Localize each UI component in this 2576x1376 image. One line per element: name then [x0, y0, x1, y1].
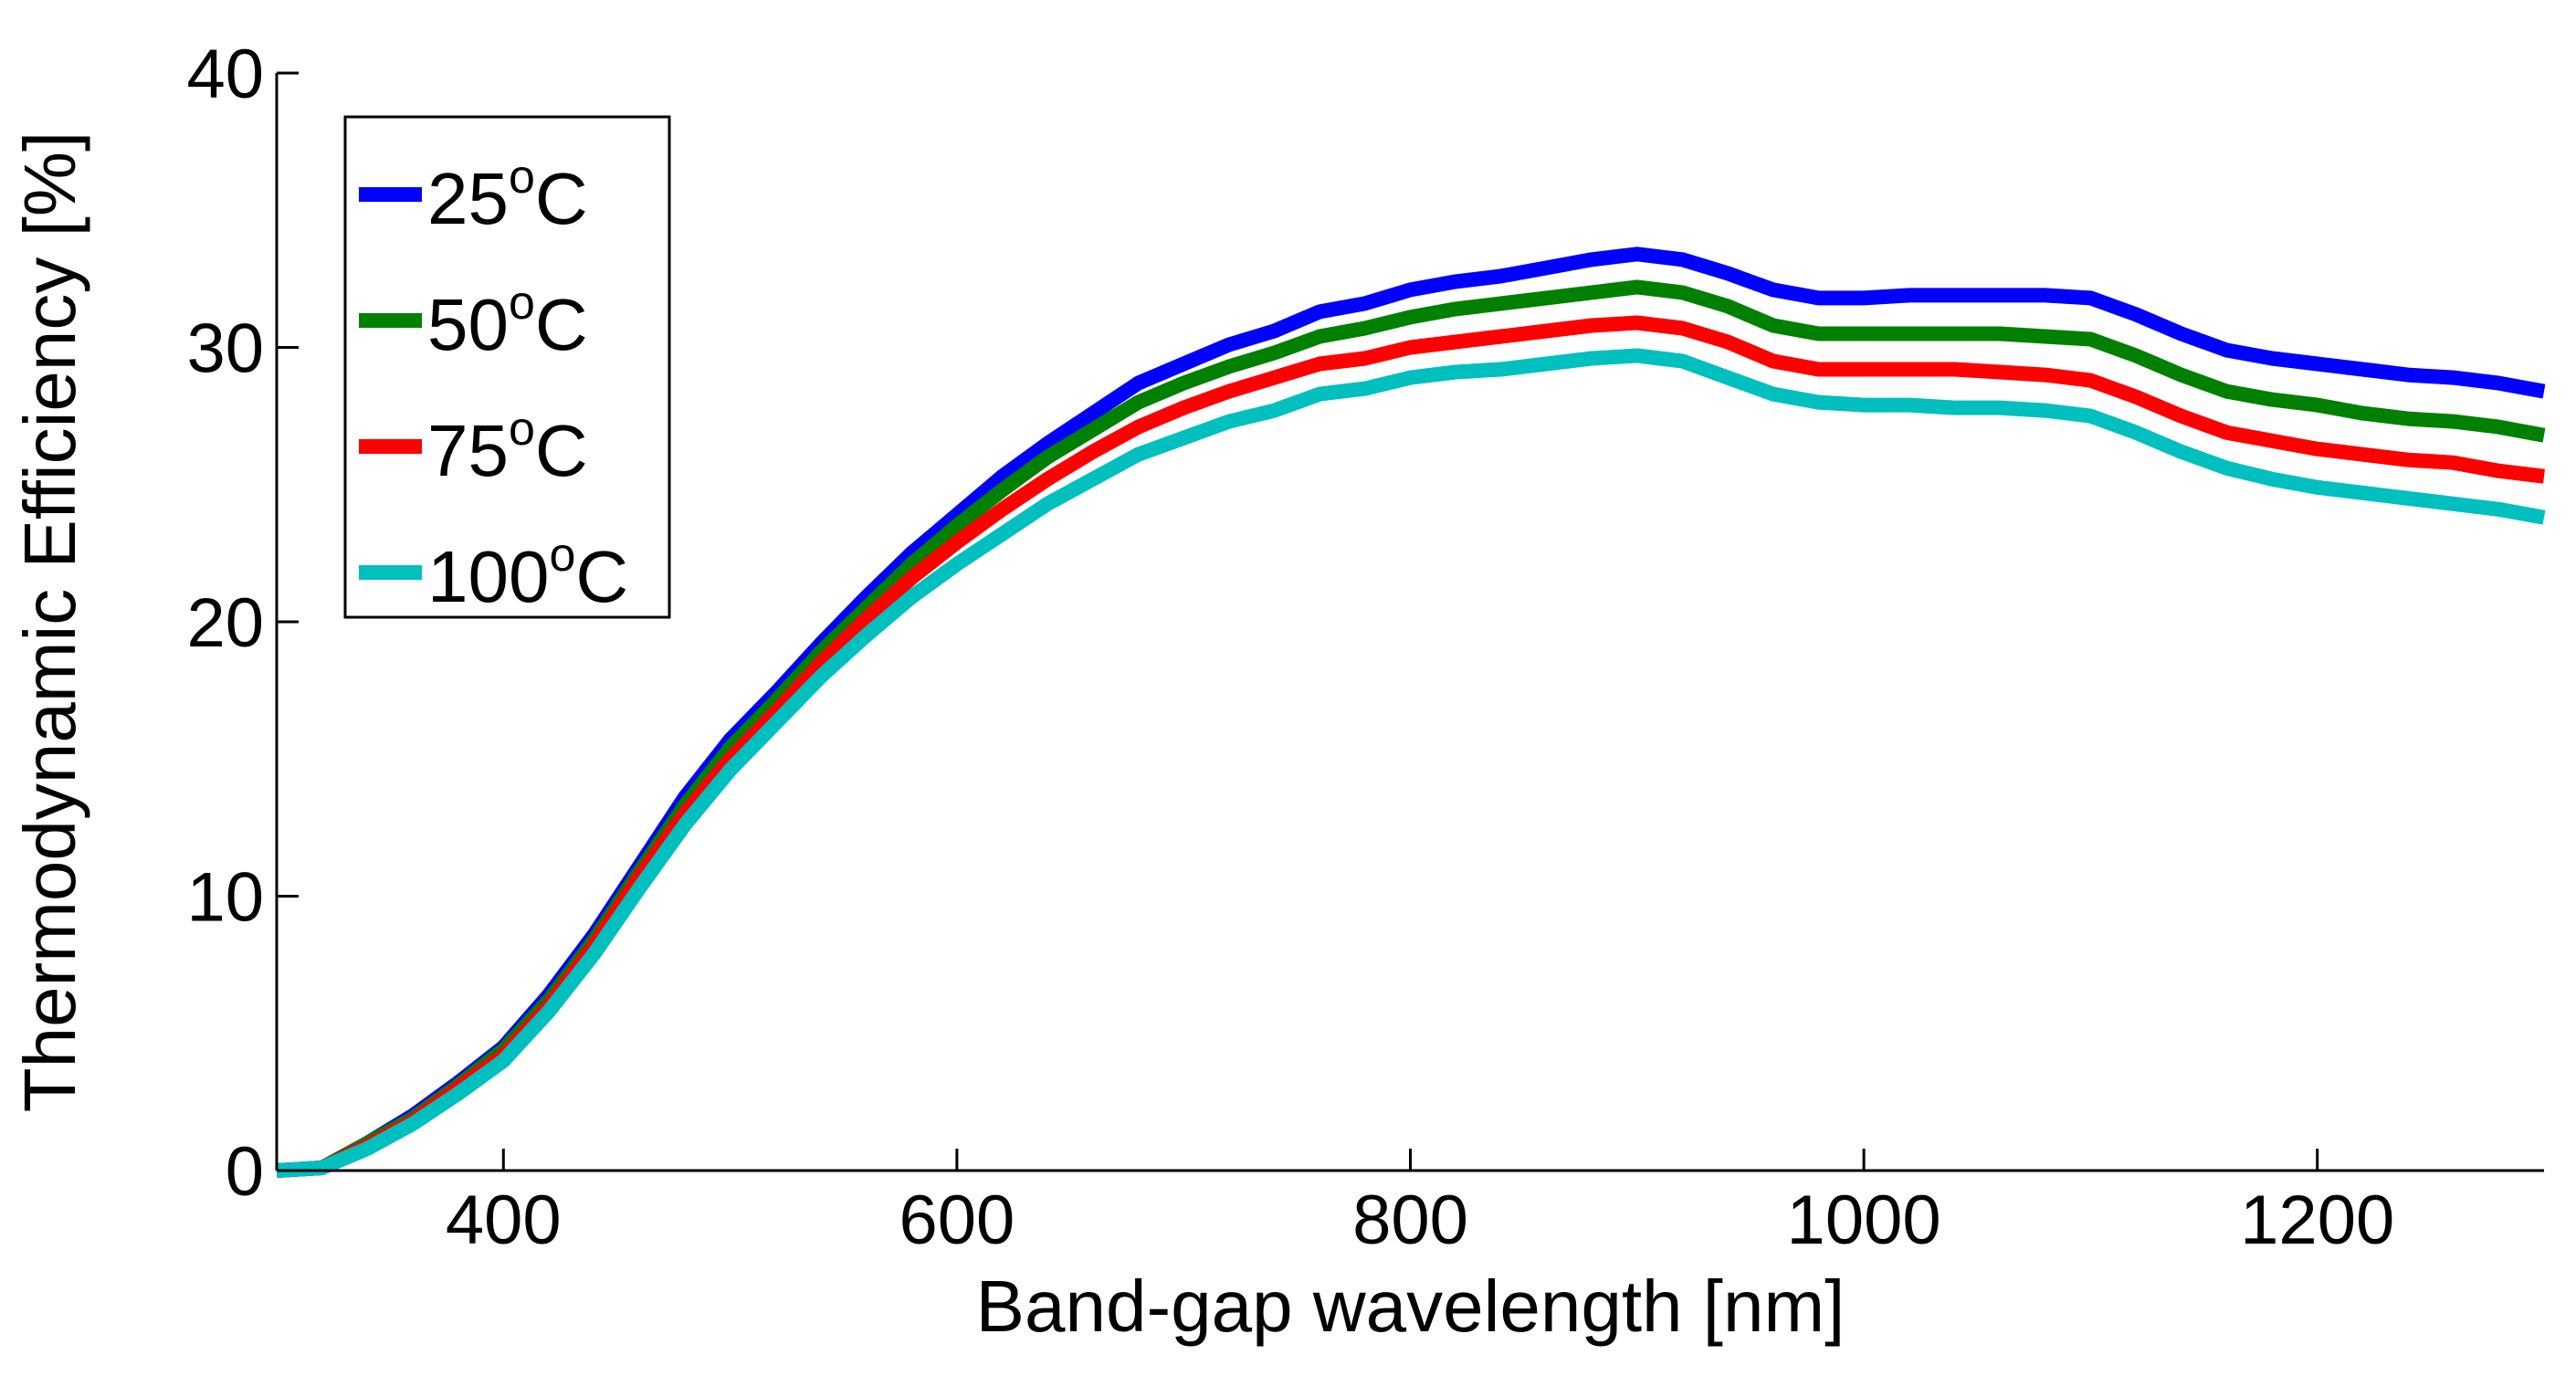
legend-label-unit: C [535, 284, 588, 365]
x-tick-label: 400 [446, 1182, 562, 1259]
ticks-layer: 400 600 800 1000 1200 0 10 20 30 40 [186, 36, 2394, 1259]
x-tick-label: 600 [899, 1182, 1015, 1259]
x-tick-label: 800 [1352, 1182, 1468, 1259]
y-tick-label: 0 [226, 1133, 264, 1211]
legend-label-degree: o [509, 403, 535, 456]
legend-label-unit: C [535, 158, 588, 239]
legend-label-unit: C [575, 536, 628, 617]
legend-label-value: 75 [427, 410, 509, 491]
legend-label-degree: o [509, 151, 535, 204]
series-line-3 [276, 348, 2546, 1178]
legend-label-degree: o [549, 529, 575, 582]
x-tick-label: 1000 [1787, 1182, 1941, 1259]
legend-label-value: 50 [427, 284, 509, 365]
y-tick-label: 30 [186, 310, 264, 388]
x-tick-label: 1200 [2240, 1182, 2394, 1259]
legend-label-2: 75oC [427, 403, 588, 491]
legend-label-degree: o [509, 277, 535, 330]
x-axis-label: Band-gap wavelength [nm] [976, 1266, 1845, 1347]
legend-label-0: 25oC [427, 151, 588, 239]
legend-label-value: 100 [427, 536, 549, 617]
y-tick-label: 20 [186, 584, 264, 662]
y-tick-label: 10 [186, 859, 264, 937]
y-tick-label: 40 [186, 36, 264, 113]
legend-label-1: 50oC [427, 277, 588, 365]
y-axis-label: Thermodynamic Efficiency [%] [9, 131, 90, 1112]
legend-label-value: 25 [427, 158, 509, 239]
series-layer [276, 247, 2546, 1178]
legend-label-3: 100oC [427, 529, 628, 617]
legend-label-unit: C [535, 410, 588, 491]
